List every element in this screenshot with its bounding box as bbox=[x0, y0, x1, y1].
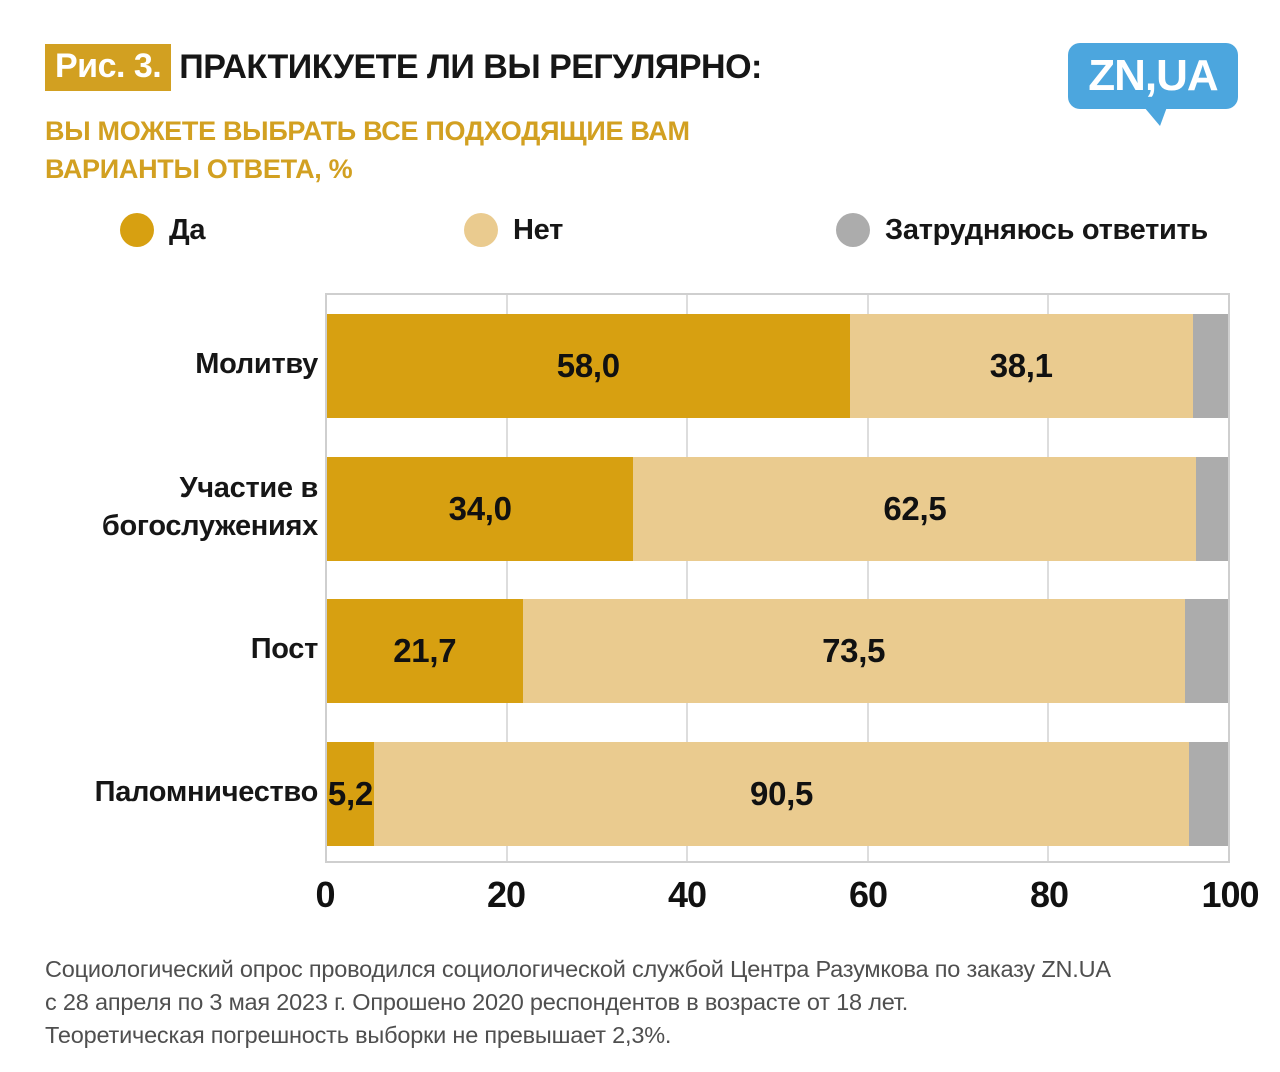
subtitle-line-1: ВЫ МОЖЕТЕ ВЫБРАТЬ ВСЕ ПОДХОДЯЩИЕ ВАМ bbox=[45, 116, 690, 146]
category-label: Молитву bbox=[195, 348, 318, 380]
legend-item-yes: Да bbox=[120, 213, 206, 247]
bar-value-label: 62,5 bbox=[883, 489, 947, 527]
legend-dot-no-icon bbox=[464, 213, 498, 247]
znua-logo-text: ZN,UA bbox=[1088, 51, 1218, 100]
chart-legend: Да Нет Затрудняюсь ответить bbox=[0, 213, 1280, 253]
gridline bbox=[1046, 295, 1049, 861]
plot-area: 58,0 38,1 34,0 62,5 21,7 73,5 5,2 90,5 bbox=[325, 293, 1230, 863]
bar-segment-Затрудняюсь ответить bbox=[1192, 314, 1228, 418]
x-axis: 0 20 40 60 80 100 bbox=[315, 874, 1259, 920]
gridline bbox=[686, 295, 689, 861]
bar-row: 58,0 38,1 bbox=[327, 314, 1228, 418]
legend-dot-yes-icon bbox=[120, 213, 154, 247]
category-label: Пост bbox=[250, 633, 319, 665]
gridline bbox=[866, 295, 869, 861]
bar-segment-Да: 58,0 bbox=[327, 314, 850, 418]
znua-logo: ZN,UA bbox=[1068, 43, 1238, 126]
bar-segment-Нет: 90,5 bbox=[373, 741, 1190, 846]
legend-item-dontknow: Затрудняюсь ответить bbox=[836, 213, 1208, 247]
footnote-line-1: Социологический опрос проводился социоло… bbox=[45, 956, 1111, 982]
bar-segment-Нет: 62,5 bbox=[633, 456, 1197, 561]
legend-dot-dontknow-icon bbox=[836, 213, 870, 247]
x-tick-label: 60 bbox=[848, 874, 888, 915]
bar-value-label: 34,0 bbox=[448, 489, 512, 527]
footnote-line-3: Теоретическая погрешность выборки не пре… bbox=[45, 1022, 672, 1048]
category-labels: Молитву Участие в богослужениях Пост Паломн… bbox=[45, 293, 319, 863]
bar-value-label: 5,2 bbox=[327, 774, 373, 812]
bar-segment-Да: 21,7 bbox=[327, 599, 523, 703]
legend-label-dontknow: Затрудняюсь ответить bbox=[885, 213, 1208, 246]
footnote-line-2: с 28 апреля по 3 мая 2023 г. Опрошено 20… bbox=[45, 989, 909, 1015]
bar-value-label: 21,7 bbox=[393, 632, 457, 669]
x-tick-label: 100 bbox=[1201, 874, 1259, 915]
figure-number-badge: Рис. 3. bbox=[45, 44, 172, 91]
page-title: ПРАКТИКУЕТЕ ЛИ ВЫ РЕГУЛЯРНО: bbox=[179, 48, 762, 86]
legend-item-no: Нет bbox=[464, 213, 563, 247]
category-label: Участие в богослужениях bbox=[101, 471, 318, 542]
bar-value-label: 38,1 bbox=[989, 347, 1053, 384]
x-tick-label: 40 bbox=[667, 874, 707, 915]
footnote: Социологический опрос проводился социоло… bbox=[45, 953, 1225, 1052]
legend-label-yes: Да bbox=[169, 213, 206, 246]
bar-segment-Да: 34,0 bbox=[327, 456, 634, 561]
bar-row: 21,7 73,5 bbox=[327, 599, 1228, 703]
bar-value-label: 90,5 bbox=[750, 774, 814, 812]
bar-segment-Да: 5,2 bbox=[327, 741, 374, 846]
x-tick-label: 0 bbox=[315, 874, 335, 915]
bar-row: 5,2 90,5 bbox=[327, 741, 1228, 846]
bar-value-label: 73,5 bbox=[822, 632, 886, 669]
header: Рис. 3. ПРАКТИКУЕТЕ ЛИ ВЫ РЕГУЛЯРНО: bbox=[45, 44, 762, 91]
chart-subtitle: ВЫ МОЖЕТЕ ВЫБРАТЬ ВСЕ ПОДХОДЯЩИЕ ВАМ ВАР… bbox=[45, 112, 825, 188]
bar-segment-Нет: 73,5 bbox=[522, 599, 1185, 703]
category-label: Паломничество bbox=[94, 775, 319, 808]
x-tick-label: 20 bbox=[486, 874, 526, 915]
x-tick-label: 80 bbox=[1029, 874, 1069, 915]
bar-segment-Затрудняюсь ответить bbox=[1196, 456, 1228, 561]
bar-row: 34,0 62,5 bbox=[327, 456, 1228, 561]
legend-label-no: Нет bbox=[513, 213, 563, 246]
gridline bbox=[506, 295, 509, 861]
bar-value-label: 58,0 bbox=[556, 347, 620, 384]
bar-segment-Нет: 38,1 bbox=[849, 314, 1193, 418]
subtitle-line-2: ВАРИАНТЫ ОТВЕТА, % bbox=[45, 154, 353, 184]
bar-segment-Затрудняюсь ответить bbox=[1189, 741, 1228, 846]
bar-segment-Затрудняюсь ответить bbox=[1184, 599, 1228, 703]
